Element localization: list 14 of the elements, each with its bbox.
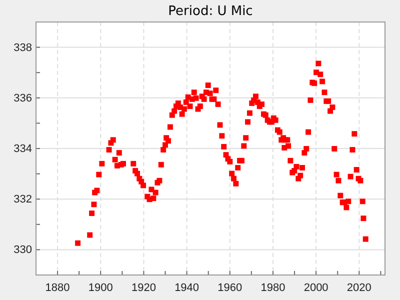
x-tick-label: 2000 bbox=[304, 282, 328, 294]
y-tick-label: 334 bbox=[14, 143, 32, 156]
x-tick-label: 1940 bbox=[174, 282, 200, 294]
x-tick-label: 1920 bbox=[131, 282, 156, 294]
x-tick-label: 1960 bbox=[218, 282, 242, 294]
chart-title: Period: U Mic bbox=[168, 4, 253, 19]
x-tick-label: 1980 bbox=[260, 282, 286, 294]
x-tick-label: 1900 bbox=[88, 282, 113, 294]
y-tick-label: 338 bbox=[14, 42, 32, 54]
y-tick-label: 330 bbox=[14, 244, 32, 256]
x-tick-label: 2020 bbox=[346, 282, 372, 294]
y-tick-label: 332 bbox=[14, 194, 32, 206]
x-tick-label: 1880 bbox=[45, 282, 70, 294]
y-tick-label: 336 bbox=[14, 92, 32, 104]
